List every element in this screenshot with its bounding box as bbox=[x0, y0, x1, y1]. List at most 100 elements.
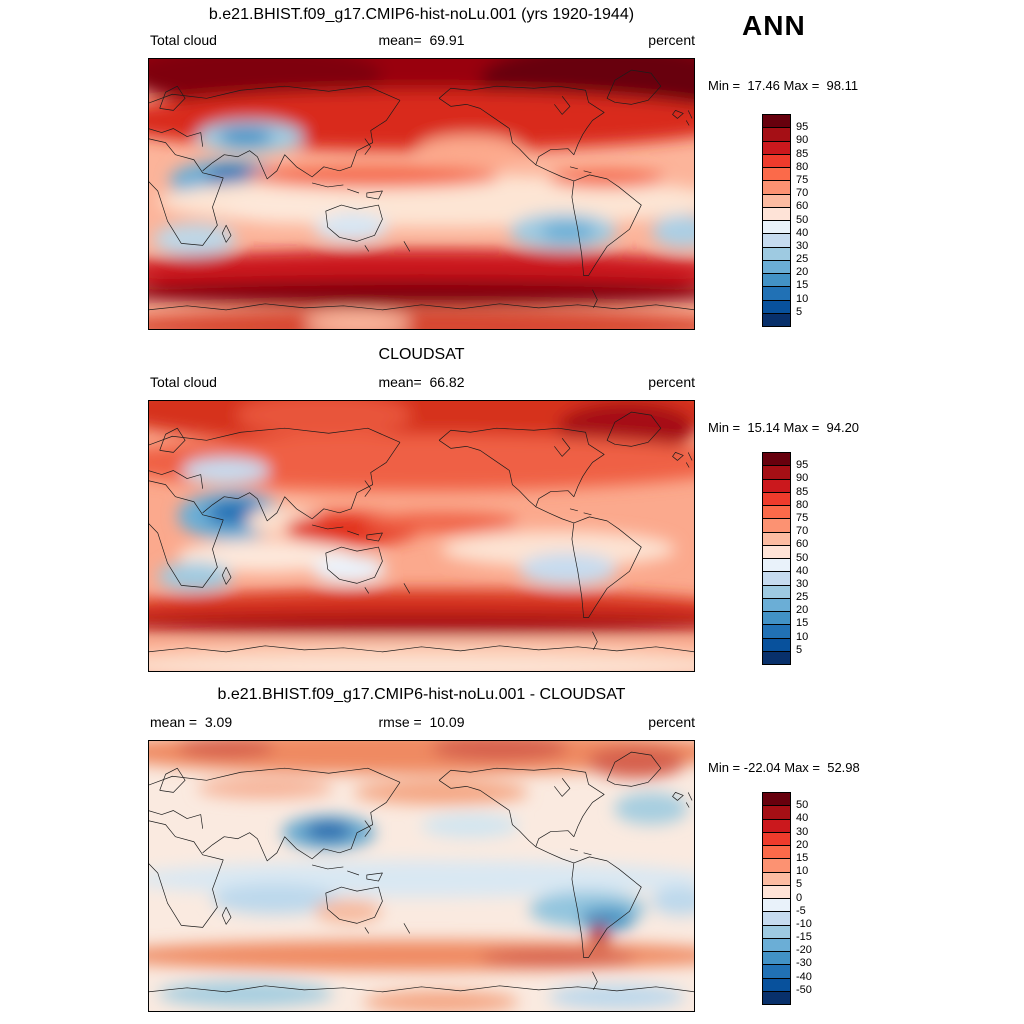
colorbar-tick-label: 95 bbox=[796, 459, 809, 472]
colorbar-tick-label: 40 bbox=[796, 812, 809, 825]
panel2-variable-label: Total cloud bbox=[150, 374, 217, 390]
colorbar-color-box bbox=[763, 127, 790, 141]
colorbar-tick-label: 85 bbox=[796, 147, 809, 160]
colorbar-tick-label: 50 bbox=[796, 551, 809, 564]
panel1-map-svg bbox=[148, 58, 695, 330]
panel1-minmax: Min = 17.46 Max = 98.11 bbox=[708, 78, 859, 93]
colorbar-color-box bbox=[763, 478, 790, 492]
colorbar-color-box bbox=[763, 491, 790, 505]
panel3-map-svg bbox=[148, 740, 695, 1012]
colorbar-color-box bbox=[763, 193, 790, 207]
colorbar-tick-label: -40 bbox=[796, 970, 812, 983]
colorbar-tick-label: 75 bbox=[796, 173, 809, 186]
colorbar-color-box bbox=[763, 611, 790, 625]
colorbar-tick-label: -20 bbox=[796, 944, 812, 957]
colorbar-color-box bbox=[763, 858, 790, 872]
colorbar-color-box bbox=[763, 206, 790, 220]
colorbar-tick-label: 70 bbox=[796, 525, 809, 538]
colorbar-color-box bbox=[763, 518, 790, 532]
colorbar-color-box bbox=[763, 990, 790, 1004]
colorbar-color-box bbox=[763, 637, 790, 651]
colorbar-color-box bbox=[763, 453, 790, 466]
colorbar-tick-label: 30 bbox=[796, 577, 809, 590]
colorbar-tick-label: 0 bbox=[796, 891, 803, 904]
colorbar-color-box bbox=[763, 180, 790, 194]
panel1-variable-label: Total cloud bbox=[150, 32, 217, 48]
panel1-units-label: percent bbox=[648, 32, 695, 48]
colorbar-color-box bbox=[763, 558, 790, 572]
colorbar-color-box bbox=[763, 831, 790, 845]
colorbar-color-box bbox=[763, 818, 790, 832]
colorbar-tick-label: 95 bbox=[796, 121, 809, 134]
colorbar-color-box bbox=[763, 531, 790, 545]
colorbar-color-box bbox=[763, 650, 790, 664]
colorbar-color-box bbox=[763, 273, 790, 287]
colorbar-tick-label: 40 bbox=[796, 226, 809, 239]
panel2-map-svg bbox=[148, 400, 695, 672]
colorbar-color-box bbox=[763, 465, 790, 479]
colorbar-tick-label: 15 bbox=[796, 851, 809, 864]
colorbar-color-box bbox=[763, 871, 790, 885]
colorbar-tick-label: 10 bbox=[796, 630, 809, 643]
colorbar-tick-label: 5 bbox=[796, 643, 803, 656]
panel1-colorbar-boxes bbox=[762, 114, 791, 327]
colorbar-color-box bbox=[763, 571, 790, 585]
colorbar-color-box bbox=[763, 153, 790, 167]
colorbar-tick-label: 20 bbox=[796, 266, 809, 279]
colorbar-color-box bbox=[763, 233, 790, 247]
colorbar-color-box bbox=[763, 299, 790, 313]
colorbar-tick-label: 60 bbox=[796, 538, 809, 551]
colorbar-tick-label: 50 bbox=[796, 799, 809, 812]
colorbar-tick-label: 5 bbox=[796, 878, 803, 891]
colorbar-tick-label: 60 bbox=[796, 200, 809, 213]
panel3-colorbar: 50 40 30 20 15 10 5 0 -5 -10 -15 -20 -30 -40 -50 bbox=[762, 792, 882, 1005]
panel3-rmse-label: rmse = 10.09 bbox=[378, 714, 465, 730]
colorbar-tick-label: -30 bbox=[796, 957, 812, 970]
colorbar-tick-label: 85 bbox=[796, 485, 809, 498]
colorbar-tick-label: 10 bbox=[796, 292, 809, 305]
colorbar-tick-label: 25 bbox=[796, 253, 809, 266]
colorbar-color-box bbox=[763, 220, 790, 234]
colorbar-tick-label: -10 bbox=[796, 917, 812, 930]
colorbar-tick-label: 20 bbox=[796, 604, 809, 617]
colorbar-color-box bbox=[763, 505, 790, 519]
colorbar-color-box bbox=[763, 584, 790, 598]
colorbar-color-box bbox=[763, 246, 790, 260]
colorbar-tick-label: 10 bbox=[796, 865, 809, 878]
colorbar-color-box bbox=[763, 937, 790, 951]
colorbar-tick-label: 90 bbox=[796, 134, 809, 147]
panel2-mean-label: mean= 66.82 bbox=[378, 374, 465, 390]
panel3-colorbar-labels: 50 40 30 20 15 10 5 0 -5 -10 -15 -20 -30 -40 -50 bbox=[796, 792, 876, 1003]
colorbar-color-box bbox=[763, 911, 790, 925]
colorbar-color-box bbox=[763, 259, 790, 273]
colorbar-color-box bbox=[763, 951, 790, 965]
colorbar-color-box bbox=[763, 597, 790, 611]
panel1-colorbar-labels: 95 90 85 80 75 70 60 50 40 30 25 20 15 10 5 bbox=[796, 114, 876, 325]
panel1-map bbox=[148, 58, 695, 330]
colorbar-tick-label: 90 bbox=[796, 472, 809, 485]
colorbar-color-box bbox=[763, 544, 790, 558]
colorbar-color-box bbox=[763, 140, 790, 154]
panel2-colorbar-labels: 95 90 85 80 75 70 60 50 40 30 25 20 15 10 5 bbox=[796, 452, 876, 663]
panel1-colorbar: 95 90 85 80 75 70 60 50 40 30 25 20 15 10 5 bbox=[762, 114, 882, 327]
panel3-title: b.e21.BHIST.f09_g17.CMIP6-hist-noLu.001 … bbox=[217, 686, 626, 703]
panel2-units-label: percent bbox=[648, 374, 695, 390]
colorbar-tick-label: 75 bbox=[796, 511, 809, 524]
panel2-map bbox=[148, 400, 695, 672]
colorbar-color-box bbox=[763, 312, 790, 326]
colorbar-tick-label: 30 bbox=[796, 825, 809, 838]
panel2-colorbar-boxes bbox=[762, 452, 791, 665]
colorbar-tick-label: 15 bbox=[796, 617, 809, 630]
colorbar-color-box bbox=[763, 898, 790, 912]
season-label: ANN bbox=[742, 10, 806, 41]
colorbar-color-box bbox=[763, 805, 790, 819]
colorbar-tick-label: 5 bbox=[796, 305, 803, 318]
panel3-map bbox=[148, 740, 695, 1012]
panel3-mean-label: mean = 3.09 bbox=[150, 714, 233, 730]
colorbar-color-box bbox=[763, 924, 790, 938]
colorbar-color-box bbox=[763, 884, 790, 898]
colorbar-tick-label: 30 bbox=[796, 239, 809, 252]
colorbar-tick-label: 50 bbox=[796, 213, 809, 226]
colorbar-color-box bbox=[763, 624, 790, 638]
